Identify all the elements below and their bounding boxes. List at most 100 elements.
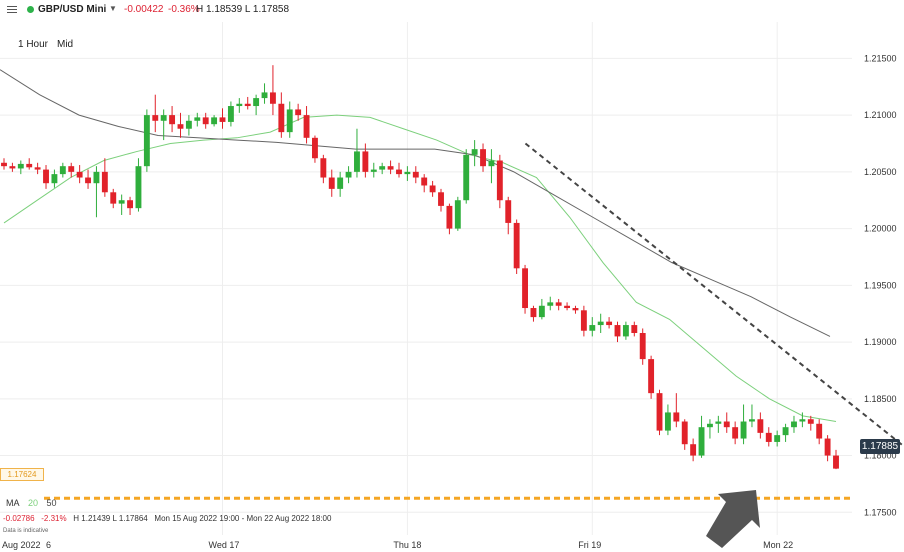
candle-body bbox=[690, 444, 697, 456]
ma20-line bbox=[3, 114, 837, 423]
candle-body bbox=[286, 109, 293, 133]
candle-body bbox=[43, 169, 49, 184]
candle-body bbox=[261, 92, 268, 99]
candle-body bbox=[538, 305, 545, 318]
candle-body bbox=[387, 166, 394, 170]
candle-body bbox=[34, 167, 41, 170]
timeframe-selector[interactable]: 1 Hour bbox=[18, 39, 49, 50]
candle-body bbox=[723, 421, 730, 428]
candle-body bbox=[589, 325, 596, 331]
ma50-line bbox=[0, 69, 831, 337]
candle-body bbox=[656, 393, 663, 431]
range-stats: -0.02786 -2.31% H 1.21439 L 1.17864 Mon … bbox=[3, 514, 331, 523]
current-price-tag: 1.17885 bbox=[860, 439, 900, 454]
candle-body bbox=[463, 154, 470, 201]
candle-body bbox=[396, 169, 402, 175]
y-tick-label: 1.18500 bbox=[864, 394, 897, 404]
candle-body bbox=[118, 200, 125, 204]
candle-body bbox=[715, 421, 722, 424]
y-tick-label: 1.21000 bbox=[864, 110, 897, 120]
range-high-low: H 1.21439 L 1.17864 bbox=[73, 514, 148, 523]
y-tick-label: 1.20000 bbox=[864, 224, 897, 234]
price-change: -0.00422 bbox=[124, 4, 164, 15]
candle-body bbox=[807, 419, 814, 424]
candle-body bbox=[362, 151, 369, 172]
candle-body bbox=[488, 160, 495, 167]
candle-body bbox=[227, 106, 234, 122]
candle-body bbox=[446, 205, 453, 229]
y-tick-label: 1.19000 bbox=[864, 337, 897, 347]
candle-body bbox=[370, 169, 377, 172]
candle-body bbox=[765, 432, 772, 442]
candle-body bbox=[51, 174, 58, 184]
candle-body bbox=[664, 412, 671, 431]
candle-body bbox=[110, 192, 117, 204]
candle-body bbox=[614, 325, 621, 337]
candle-body bbox=[622, 325, 629, 337]
candle-body bbox=[211, 117, 218, 125]
candle-body bbox=[143, 115, 150, 167]
candle-body bbox=[749, 419, 755, 422]
x-tick-label: Fri 19 bbox=[578, 540, 601, 550]
candle-body bbox=[572, 308, 579, 311]
candle-body bbox=[816, 423, 823, 439]
y-tick-label: 1.21500 bbox=[864, 53, 897, 63]
candle-body bbox=[93, 171, 100, 184]
candle-body bbox=[295, 109, 302, 116]
candle-body bbox=[9, 166, 16, 169]
candle-body bbox=[706, 423, 713, 428]
candle-body bbox=[597, 321, 604, 326]
candle-body bbox=[799, 419, 806, 422]
menu-icon[interactable] bbox=[7, 4, 17, 16]
candle-body bbox=[135, 166, 142, 209]
candle-body bbox=[127, 200, 134, 209]
candle-body bbox=[421, 177, 428, 186]
candle-body bbox=[17, 163, 24, 169]
candle-body bbox=[522, 268, 528, 309]
candle-body bbox=[791, 421, 797, 428]
candle-body bbox=[404, 171, 411, 175]
ma-label: MA bbox=[6, 498, 20, 508]
data-note: Data is indicative bbox=[3, 528, 49, 534]
candle-body bbox=[480, 149, 486, 167]
x-tick-label: Thu 18 bbox=[393, 540, 421, 550]
ma-legend: MA 20 50 bbox=[6, 498, 63, 508]
candle-body bbox=[244, 103, 251, 107]
high-low: H 1.18539 L 1.17858 bbox=[196, 4, 290, 15]
candle-body bbox=[580, 310, 587, 331]
range-change-pct: -2.31% bbox=[41, 514, 67, 523]
chevron-down-icon[interactable]: ▼ bbox=[109, 4, 117, 13]
candle-body bbox=[101, 171, 108, 193]
range-change: -0.02786 bbox=[3, 514, 35, 523]
candle-body bbox=[320, 158, 327, 178]
y-tick-label: 1.18000 bbox=[864, 451, 897, 461]
candle-body bbox=[639, 333, 646, 360]
candle-body bbox=[681, 421, 688, 445]
candle-body bbox=[412, 171, 419, 178]
candle-body bbox=[354, 151, 360, 172]
candle-body bbox=[824, 438, 831, 456]
candle-body bbox=[345, 171, 352, 178]
candle-body bbox=[379, 166, 386, 170]
candle-body bbox=[698, 427, 705, 456]
instrument-name[interactable]: GBP/USD Mini bbox=[38, 4, 107, 15]
y-tick-label: 1.17500 bbox=[864, 507, 897, 517]
candle-body bbox=[530, 308, 537, 318]
candle-body bbox=[673, 412, 680, 422]
candle-body bbox=[278, 103, 285, 133]
candle-body bbox=[236, 103, 243, 107]
candle-body bbox=[152, 115, 159, 121]
instrument-header: GBP/USD Mini ▼ -0.00422 -0.36% H 1.18539… bbox=[0, 0, 904, 20]
candle-body bbox=[76, 171, 83, 178]
downtrend-line bbox=[524, 142, 904, 448]
candle-body bbox=[454, 200, 461, 229]
price-change-percent: -0.36% bbox=[168, 4, 200, 15]
candle-body bbox=[438, 192, 444, 206]
y-tick-label: 1.20500 bbox=[864, 167, 897, 177]
candle-body bbox=[547, 302, 554, 306]
annotation-arrow-icon bbox=[706, 490, 760, 548]
price-type-selector[interactable]: Mid bbox=[57, 39, 74, 50]
candle-body bbox=[194, 117, 201, 121]
candle-body bbox=[505, 200, 512, 223]
